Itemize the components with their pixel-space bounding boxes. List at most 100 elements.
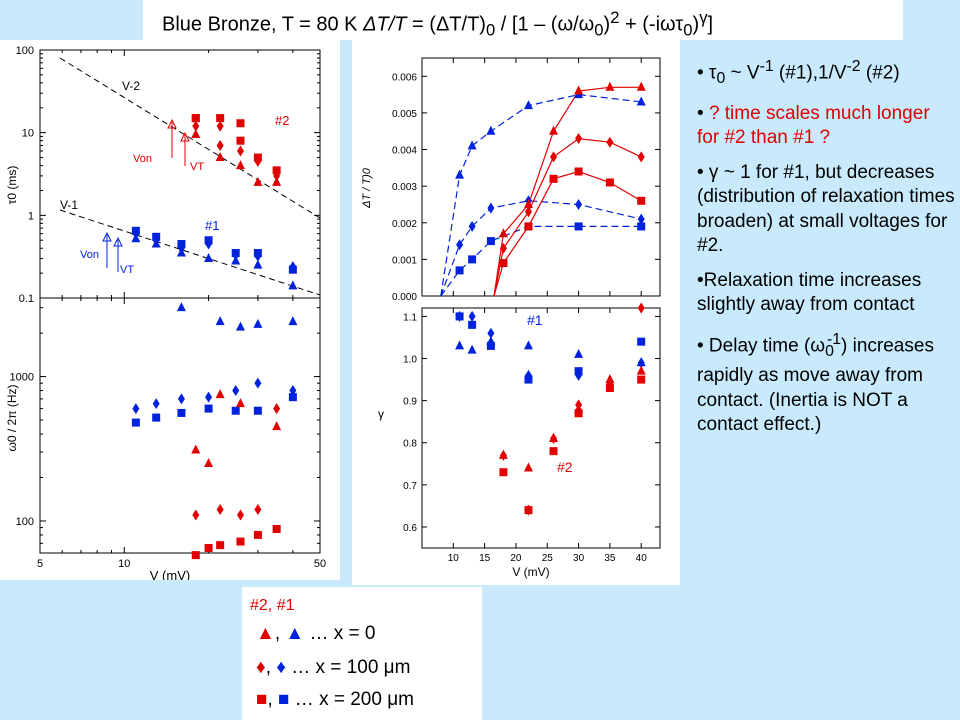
x-tick-label: 50 xyxy=(314,558,326,570)
data-point-square xyxy=(272,524,281,533)
omega0-plot-frame xyxy=(39,297,321,554)
data-point-diamond xyxy=(192,120,200,132)
data-point-diamond xyxy=(254,504,262,516)
data-point-triangle xyxy=(272,421,282,431)
x-axis-label: V (mV) xyxy=(150,568,190,580)
data-point-triangle xyxy=(235,398,245,408)
series-red-triangle xyxy=(498,81,646,238)
fit-curve xyxy=(493,86,642,296)
x-axis-label: V (mV) xyxy=(512,565,549,579)
data-point-square xyxy=(253,249,262,258)
blue-square-icon: ■ xyxy=(278,689,290,710)
title-sup: γ xyxy=(699,8,708,27)
annotation: VT xyxy=(190,161,204,173)
data-point-square xyxy=(152,232,161,241)
data-point-diamond xyxy=(468,220,476,232)
data-point-triangle xyxy=(467,140,477,150)
annotation: VT xyxy=(120,264,134,276)
data-point-square xyxy=(204,543,213,552)
data-point-triangle xyxy=(191,129,201,139)
y-axis-label: γ xyxy=(378,407,384,421)
bullet-text: ~ V xyxy=(725,62,760,84)
annotation: V-1 xyxy=(60,198,78,212)
legend-header: #2, #1 xyxy=(250,597,295,614)
bullet-text: • xyxy=(697,102,709,124)
data-point-square xyxy=(524,222,533,231)
y-tick-label: 0.9 xyxy=(403,397,417,408)
bullet-sub: 0 xyxy=(825,342,834,360)
data-point-square xyxy=(131,418,140,427)
data-point-square xyxy=(236,119,245,128)
data-point-triangle xyxy=(204,458,214,468)
dtt-plot-frame xyxy=(421,57,661,297)
bullet-sup: -1 xyxy=(826,330,842,348)
data-point-triangle xyxy=(636,96,646,106)
data-point-triangle xyxy=(253,176,263,186)
title-sub: 0 xyxy=(594,20,604,40)
fit-curve xyxy=(493,170,642,296)
data-point-diamond xyxy=(468,310,476,322)
data-point-square xyxy=(253,153,262,162)
data-point-triangle xyxy=(272,176,282,186)
annotation: #2 xyxy=(275,113,289,128)
y-tick-label: 10 xyxy=(22,128,34,140)
data-point-square xyxy=(204,404,213,413)
data-point-diamond xyxy=(637,151,645,163)
data-point-triangle xyxy=(486,125,496,135)
data-point-square xyxy=(549,447,558,456)
title-sub: 0 xyxy=(485,20,496,40)
y-tick-label: 0.8 xyxy=(403,439,417,450)
data-point-square xyxy=(191,114,200,123)
data-point-square xyxy=(455,266,464,275)
data-point-triangle xyxy=(498,228,508,238)
blue-diamond-icon: ♦ xyxy=(276,657,286,678)
data-point-diamond xyxy=(524,206,532,218)
bullet-item: • τ0 ~ V-1 (#1),1/V-2 (#2) xyxy=(697,55,955,92)
series-red-square xyxy=(191,524,281,560)
data-point-square xyxy=(177,240,186,249)
annotation: #2 xyxy=(557,459,573,475)
data-point-square xyxy=(637,337,646,346)
data-point-square xyxy=(455,312,464,321)
y-tick-label: 0.6 xyxy=(403,523,417,534)
data-point-triangle xyxy=(636,81,646,91)
y-axis-label: τ0 (ms) xyxy=(5,166,19,205)
data-point-square xyxy=(468,320,477,329)
data-point-triangle xyxy=(636,365,646,375)
title-part: + (-iωτ xyxy=(619,13,684,36)
red-triangle-icon: ▲ xyxy=(256,623,275,644)
data-point-triangle xyxy=(204,253,214,263)
series-red-diamond xyxy=(499,133,645,254)
data-point-square xyxy=(236,537,245,546)
title-box xyxy=(143,0,903,40)
series-blue-square xyxy=(131,226,297,274)
y-tick-label: 1 xyxy=(28,210,34,222)
data-point-diamond xyxy=(499,449,507,461)
bullet-text: • τ xyxy=(697,62,717,84)
data-point-square xyxy=(191,551,200,560)
data-point-square xyxy=(231,249,240,258)
data-point-triangle xyxy=(288,316,298,326)
series-red-triangle xyxy=(498,365,646,472)
data-point-diamond xyxy=(232,385,240,397)
legend-row: ▲, ▲ … x = 0 xyxy=(256,623,375,645)
legend-sep: , xyxy=(274,623,286,644)
y-tick-label: 1.1 xyxy=(403,312,417,323)
data-point-triangle xyxy=(523,198,533,208)
data-point-triangle xyxy=(235,160,245,170)
data-point-triangle xyxy=(605,81,615,91)
red-diamond-icon: ♦ xyxy=(256,657,266,678)
data-point-diamond xyxy=(205,391,213,403)
data-point-square xyxy=(605,384,614,392)
x-tick-label: 10 xyxy=(118,558,130,570)
title-part: ) xyxy=(692,13,700,36)
arrow-head xyxy=(180,131,190,142)
data-point-diamond xyxy=(606,136,614,148)
data-point-diamond xyxy=(192,509,200,521)
series-red-triangle xyxy=(191,389,282,468)
data-point-square xyxy=(499,468,508,477)
data-point-diamond xyxy=(456,239,464,251)
bullet-sup: -2 xyxy=(846,58,861,75)
data-point-triangle xyxy=(523,462,533,472)
y-tick-label: 0.005 xyxy=(392,109,417,120)
